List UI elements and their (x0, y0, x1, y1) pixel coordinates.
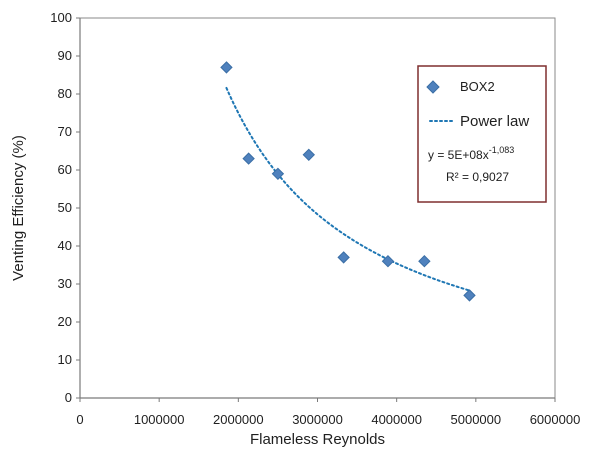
trendline-power-law (225, 86, 471, 292)
y-tick-label: 30 (58, 276, 72, 291)
x-tick-label: 6000000 (530, 412, 581, 427)
trendline-equation-base: y = 5E+08x (428, 148, 489, 162)
y-axis-title: Venting Efficiency (%) (10, 135, 27, 281)
y-tick-label: 70 (58, 124, 72, 139)
x-tick-label: 2000000 (213, 412, 264, 427)
y-tick-label: 90 (58, 48, 72, 63)
x-tick-label: 1000000 (134, 412, 185, 427)
y-tick-label: 60 (58, 162, 72, 177)
data-point (271, 167, 285, 181)
data-point (242, 152, 255, 165)
points-layer (220, 61, 476, 302)
y-tick-label: 20 (58, 314, 72, 329)
data-point (302, 148, 315, 162)
legend-series-label: BOX2 (460, 79, 495, 94)
legend-trendline-label: Power law (460, 113, 529, 130)
y-tick-label: 10 (58, 352, 72, 367)
data-point (337, 251, 350, 264)
legend-series-marker (426, 80, 440, 94)
y-tick-label: 40 (58, 238, 72, 253)
trendline-equation-exponent: -1,083 (489, 145, 515, 155)
legend: BOX2 Power law y = 5E+08x-1,083 R² = 0,9… (417, 65, 547, 203)
legend-box (417, 65, 547, 203)
x-tick-label: 0 (76, 412, 83, 427)
y-tick-label: 80 (58, 86, 72, 101)
data-point (381, 254, 395, 268)
y-tick-label: 100 (50, 10, 72, 25)
y-tick-label: 0 (65, 390, 72, 405)
trendline-r-squared: R² = 0,9027 (446, 170, 509, 184)
x-axis-title: Flameless Reynolds (250, 431, 385, 448)
labels-layer: 0 10 20 30 40 50 60 70 80 90 100 0 1000000 2000000 300… (10, 10, 580, 448)
x-tick-label: 5000000 (451, 412, 502, 427)
x-tick-label: 4000000 (371, 412, 422, 427)
data-point (418, 254, 431, 268)
trendline-layer (225, 86, 471, 292)
x-tick-label: 3000000 (292, 412, 343, 427)
data-point (220, 61, 233, 74)
trendline-equation: y = 5E+08x-1,083 (428, 145, 514, 162)
data-point (463, 289, 476, 302)
y-tick-label: 50 (58, 200, 72, 215)
